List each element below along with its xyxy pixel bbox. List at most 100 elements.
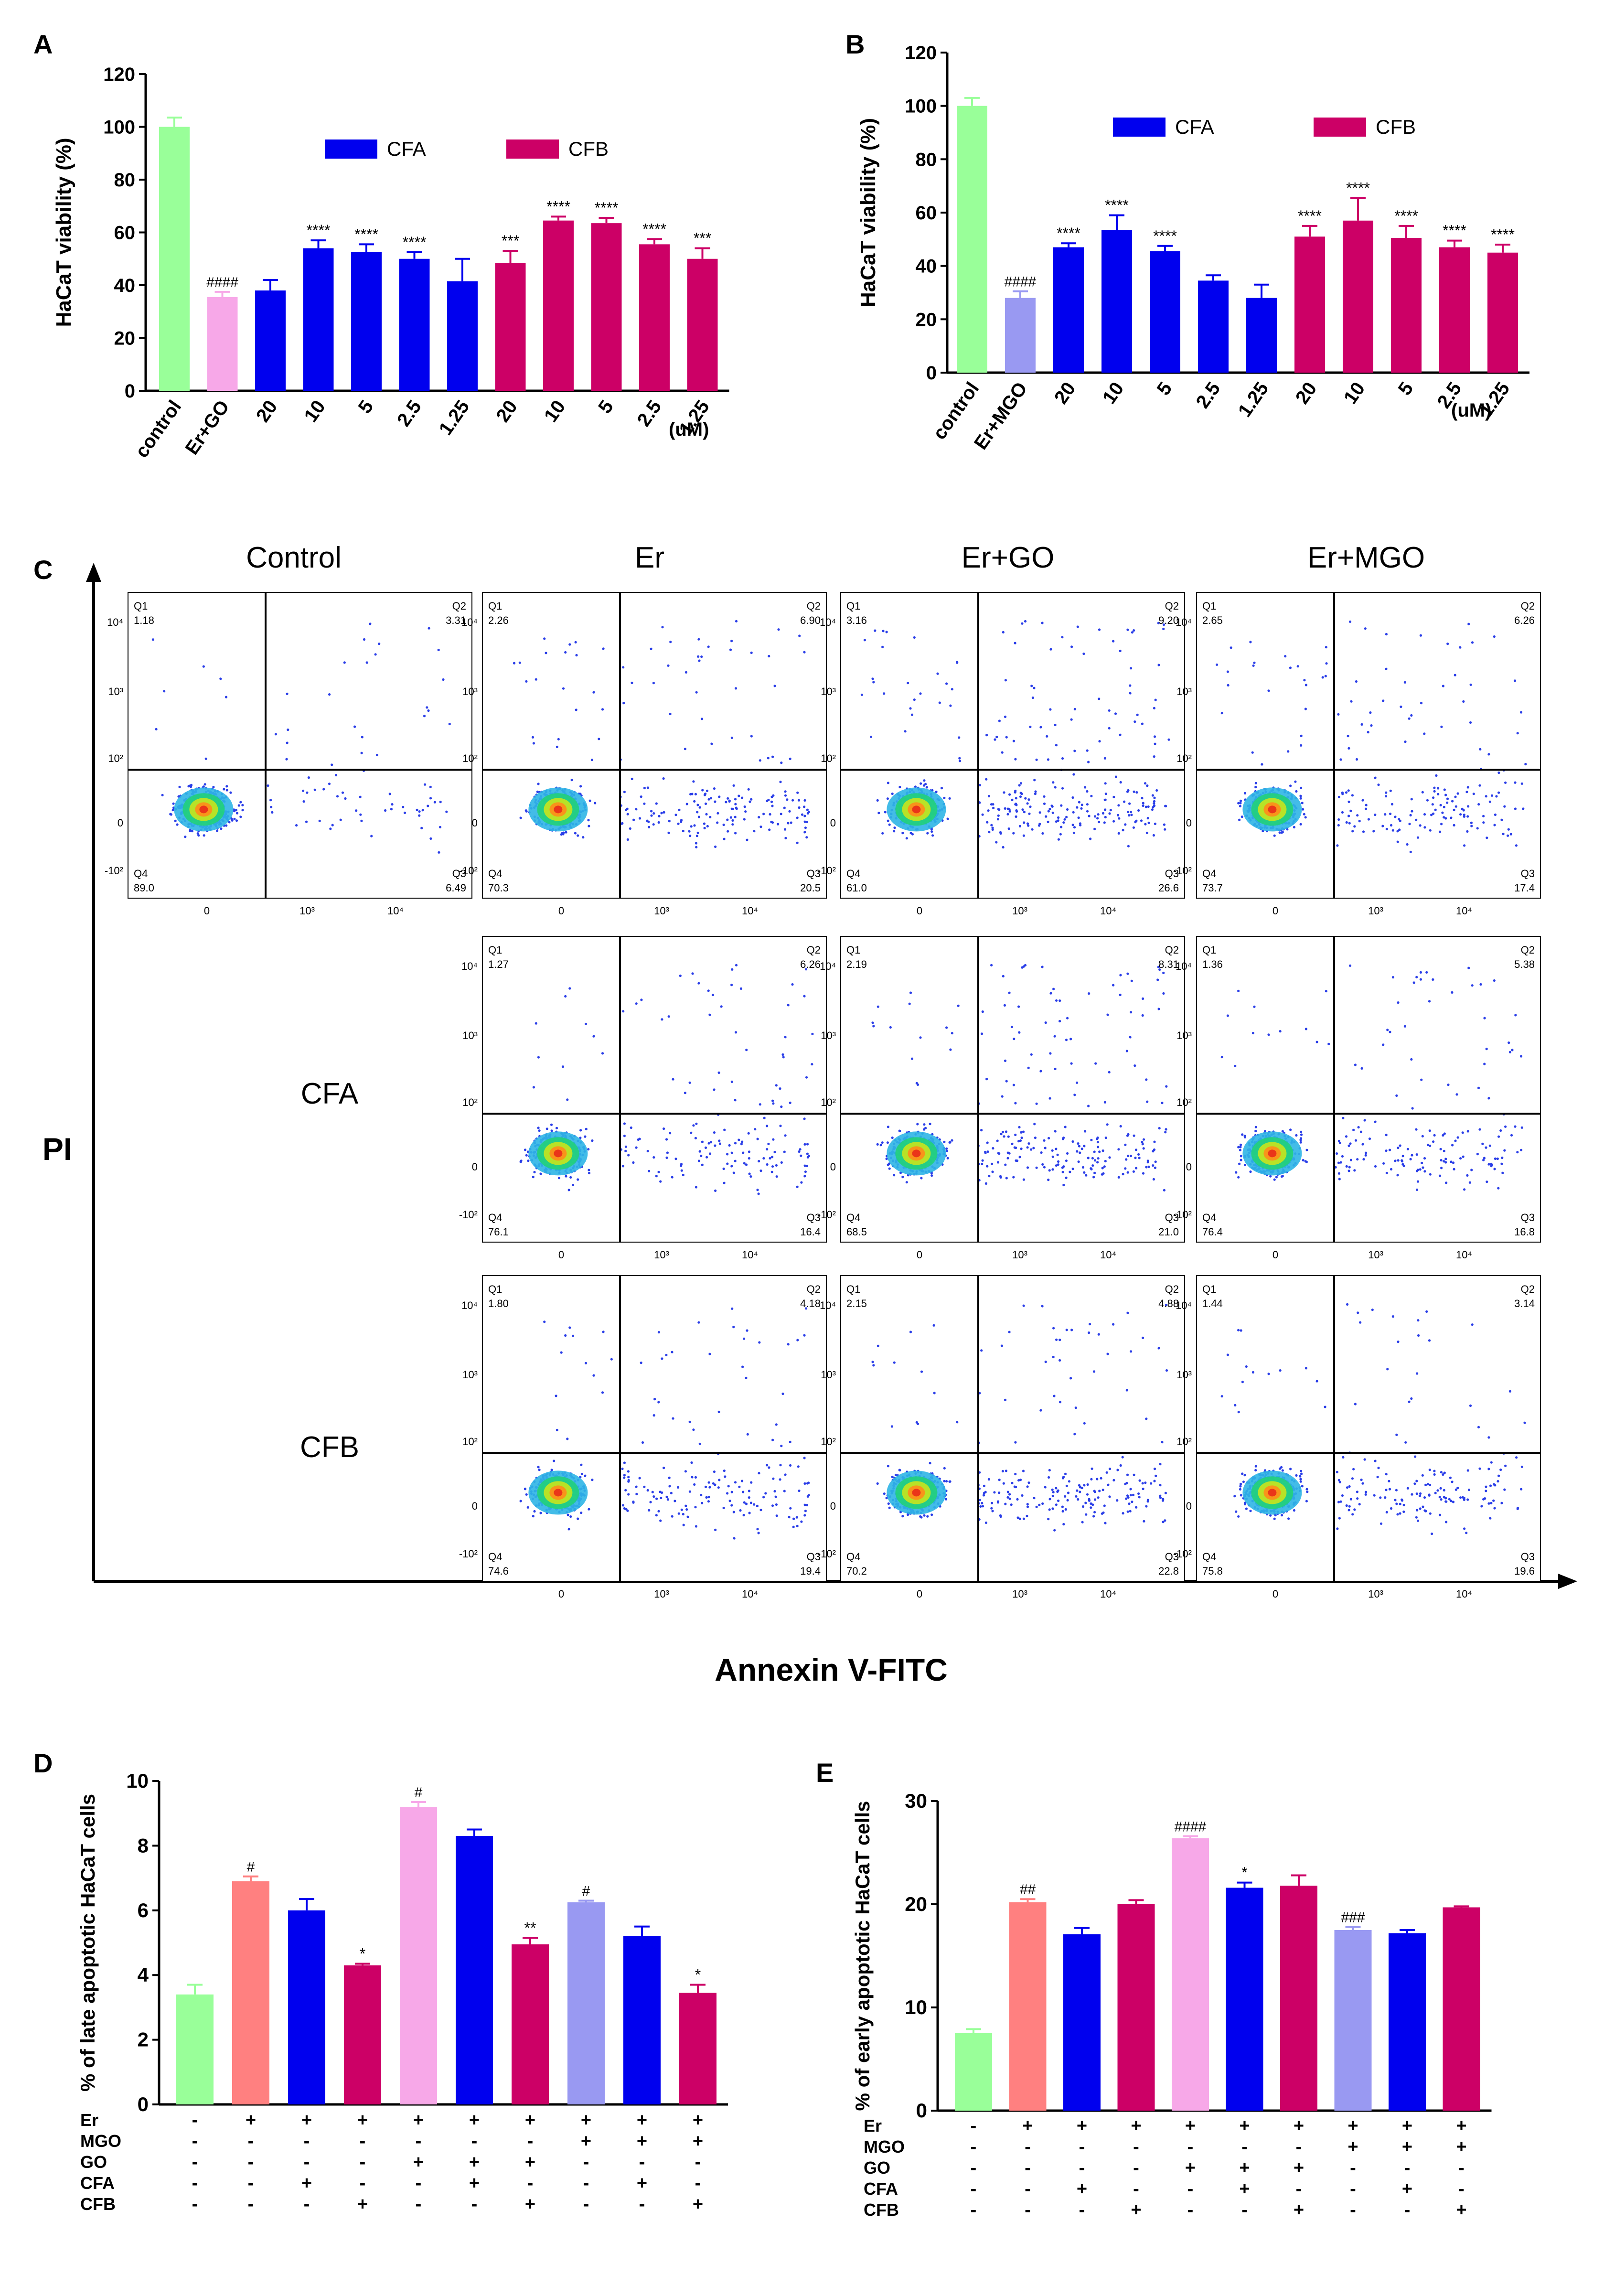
event-dot [1007,827,1010,830]
event-dot [705,813,708,815]
event-dot [1374,1120,1377,1123]
event-dot [1101,1173,1103,1176]
event-dot [680,1164,683,1167]
event-dot [632,1161,635,1164]
event-dot [1093,1150,1096,1153]
event-dot [1072,811,1075,814]
quadrant-value-q3: 26.6 [1158,882,1179,894]
event-dot [1461,807,1464,810]
quadrant-value-q3: 17.4 [1514,882,1535,894]
event-dot [427,805,429,807]
event-dot [524,809,527,812]
event-dot [652,682,655,685]
event-dot [876,1143,879,1146]
event-dot [1062,821,1065,824]
significance-label: **** [546,198,570,215]
event-dot [706,1156,708,1159]
event-dot [1049,648,1052,651]
category-label: 10 [540,397,570,426]
event-dot [562,833,565,836]
event-dot [1239,805,1241,807]
event-dot [1127,810,1130,814]
event-dot [1254,785,1257,789]
density-core [554,1149,563,1158]
event-dot [797,799,801,802]
event-dot [743,818,746,821]
event-dot [1497,771,1500,774]
event-dot [1354,1063,1357,1066]
event-dot [1416,1169,1419,1171]
event-dot [1493,979,1496,982]
event-dot [1000,1133,1003,1136]
event-dot [518,661,521,664]
significance-label: #### [206,275,238,290]
event-dot [734,832,737,835]
y-tick-label: -10² [459,865,478,877]
event-dot [1435,774,1438,777]
event-dot [1027,824,1030,827]
event-dot [695,835,698,837]
y-tick-label: 0 [830,1161,836,1173]
event-dot [992,806,995,809]
event-dot [225,785,228,788]
quadrant-value-q3: 21.0 [1158,1226,1179,1238]
event-dot [790,821,792,824]
event-dot [1059,999,1061,1002]
event-dot [1040,1151,1043,1154]
event-dot [1086,803,1089,806]
event-dot [695,1186,697,1189]
event-dot [203,834,205,837]
event-dot [689,793,692,796]
event-dot [731,823,734,826]
event-dot [988,1175,991,1178]
event-dot [730,984,733,987]
event-dot [951,1032,953,1035]
event-dot [1134,1157,1137,1159]
row-label-cfb: CFB [300,1431,359,1464]
event-dot [1349,1159,1352,1161]
event-dot [791,983,794,986]
event-dot [623,1122,626,1125]
event-dot [1077,1160,1080,1163]
event-dot [1415,976,1418,978]
event-dot [1428,1000,1431,1003]
event-dot [584,1135,587,1138]
event-dot [1347,1144,1350,1147]
event-dot [1369,711,1372,714]
event-dot [1425,971,1428,974]
event-dot [533,1170,536,1174]
event-dot [1006,813,1009,815]
event-dot [925,786,928,789]
event-dot [1165,1085,1168,1088]
event-dot [1129,692,1132,695]
x-tick-label: 0 [204,905,210,917]
event-dot [174,819,177,822]
event-dot [1476,827,1479,830]
event-dot [638,817,642,820]
event-dot [1239,799,1242,802]
event-dot [172,802,175,805]
event-dot [598,738,600,740]
event-dot [666,1151,669,1154]
event-dot [998,719,1001,722]
event-dot [1305,1028,1307,1030]
bar [543,220,574,391]
x-tick-label: 10⁴ [742,905,758,917]
event-dot [1341,793,1344,795]
bar [1005,298,1036,373]
event-dot [981,1162,984,1166]
event-dot [1088,815,1091,817]
event-dot [1147,821,1150,824]
event-dot [212,785,215,789]
event-dot [306,791,309,794]
bar [1439,247,1470,373]
event-dot [1494,813,1497,816]
event-dot [780,1161,783,1164]
event-dot [1059,833,1062,836]
event-dot [1471,641,1474,644]
event-dot [1416,836,1420,839]
event-dot [1080,1148,1083,1150]
event-dot [302,800,305,803]
event-dot [361,736,364,739]
